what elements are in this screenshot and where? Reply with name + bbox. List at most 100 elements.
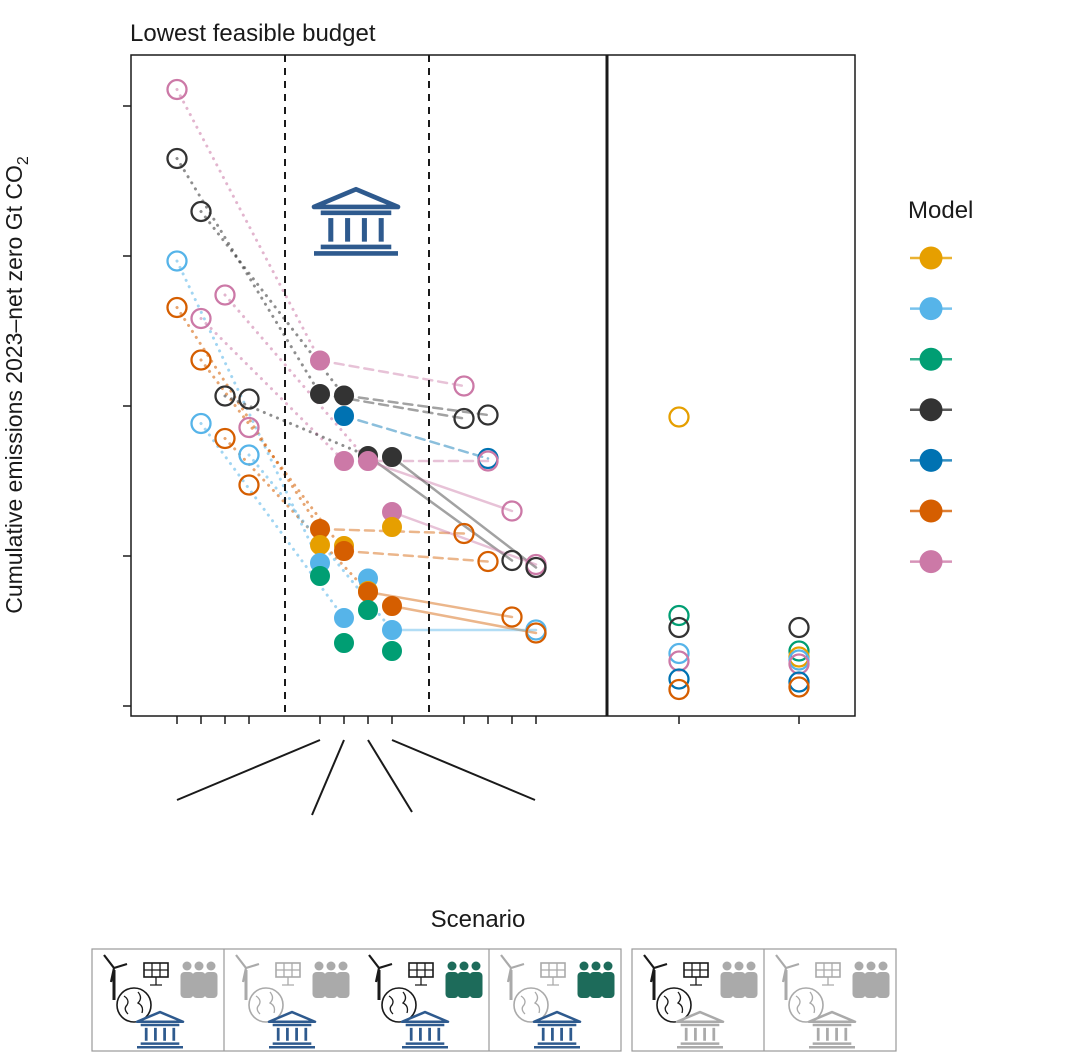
person-head — [722, 961, 732, 971]
pessimistic-point-witch — [190, 307, 212, 330]
legend-swatch-dot — [919, 550, 943, 574]
legend-item-image — [910, 347, 952, 371]
wind-turbine-icon — [103, 954, 128, 1000]
axes — [123, 105, 800, 724]
y-axis-label-subscript: 2 — [15, 156, 32, 165]
optimistic-point-message — [453, 407, 475, 430]
tech-point-poles — [668, 668, 690, 690]
people-icon — [852, 961, 890, 998]
connection-remind — [318, 527, 466, 535]
connection-witch — [175, 88, 322, 362]
panel-grid — [144, 963, 168, 986]
person-body — [457, 972, 471, 998]
person-head — [603, 961, 613, 971]
wind-turbine-icon — [643, 954, 668, 1000]
turbine-blades — [775, 954, 800, 983]
person-head — [447, 961, 457, 971]
person-head — [591, 961, 601, 971]
tech-point-message — [668, 616, 690, 639]
pessimistic-point-gem-e3 — [238, 444, 260, 466]
legend — [910, 246, 952, 574]
panel-grid — [816, 963, 840, 986]
connection-witch — [318, 359, 466, 388]
icon-cell — [643, 954, 758, 1049]
panel-grid — [276, 963, 300, 986]
optimistic-point-witch — [477, 450, 499, 472]
legend-swatch-dot — [919, 347, 943, 371]
panel-headers — [311, 186, 401, 256]
default-point-message — [310, 384, 330, 404]
globe-continents — [255, 991, 276, 1015]
globe-icon — [656, 987, 692, 1023]
chart-title: Lowest feasible budget — [130, 20, 376, 47]
legend-item-gem-e3 — [910, 297, 952, 321]
icon-cell — [235, 954, 350, 1049]
connection-message — [342, 394, 490, 417]
globe-outline — [116, 987, 152, 1023]
people-icon — [720, 961, 758, 998]
turbine-blades — [500, 954, 525, 983]
connection-witch — [390, 510, 538, 566]
person-body — [336, 972, 350, 998]
tech-point-aim — [668, 406, 690, 428]
globe-icon — [788, 987, 824, 1023]
optimistic-point-remind — [453, 522, 475, 545]
institution-icon — [675, 1010, 725, 1049]
connection-message — [223, 394, 370, 458]
connection-remind — [390, 604, 538, 635]
turbine-blades — [235, 954, 260, 983]
solar-panel-icon — [815, 962, 841, 986]
person-body — [312, 972, 326, 998]
pessimistic-point-gem-e3 — [190, 412, 212, 435]
scenario-connector-line — [176, 739, 321, 801]
institution-icon — [532, 1010, 582, 1049]
person-head — [194, 961, 204, 971]
wind-turbine-icon — [500, 954, 525, 1000]
icon-cell — [368, 954, 483, 1049]
data-points — [166, 78, 810, 701]
optimistic-point-witch — [501, 500, 523, 522]
connection-remind — [342, 549, 490, 563]
person-head — [326, 961, 336, 971]
panel-grid — [684, 963, 708, 986]
pessimistic-point-witch — [214, 284, 236, 306]
plot-frame — [130, 54, 856, 717]
wind-turbine-icon — [368, 954, 393, 1000]
globe-outline — [381, 987, 417, 1023]
turbine-blades — [103, 954, 128, 983]
person-head — [471, 961, 481, 971]
person-head — [746, 961, 756, 971]
cost-effective-point-remind — [788, 676, 810, 698]
panel-grid — [409, 963, 433, 986]
institution-icon — [807, 1010, 857, 1049]
person-body — [876, 972, 890, 998]
person-body — [601, 972, 615, 998]
connection-gem-e3 — [175, 259, 322, 565]
icon-cell — [103, 954, 218, 1049]
person-body — [204, 972, 218, 998]
roof-shape — [311, 186, 401, 210]
globe-continents — [795, 991, 816, 1015]
pessimistic-point-witch — [166, 78, 188, 101]
pessimistic-point-message — [190, 200, 212, 223]
plot-border — [130, 54, 856, 717]
wind-turbine-icon — [235, 954, 260, 1000]
tech-point-gem-e3 — [668, 642, 690, 665]
solar-panel-icon — [408, 962, 434, 986]
connection-poles — [342, 414, 490, 460]
y-axis-label: Cumulative emissions 2023–net zero Gt CO… — [1, 156, 32, 614]
person-head — [206, 961, 216, 971]
connection-message — [366, 454, 514, 562]
default-point-witch — [358, 451, 378, 471]
optimistic-point-remind — [525, 622, 547, 644]
person-body — [589, 972, 603, 998]
people-icon — [577, 961, 615, 998]
roof-shape — [267, 1010, 317, 1024]
wind-turbine-icon — [775, 954, 800, 1000]
cost-effective-point-image — [788, 640, 810, 662]
solar-panel-icon — [275, 962, 301, 986]
scenario-connector-line — [391, 739, 536, 801]
cost-effective-point-message — [788, 616, 810, 639]
default-point-image — [310, 566, 330, 586]
